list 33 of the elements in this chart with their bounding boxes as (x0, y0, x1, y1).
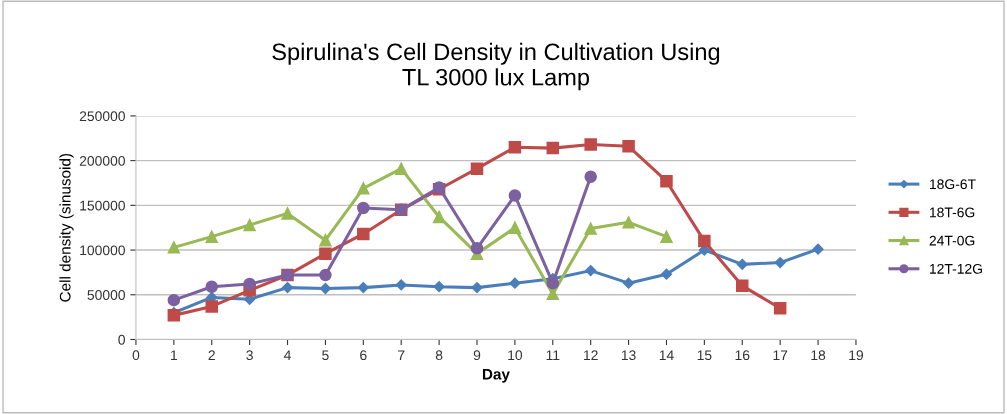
legend-label: 24T-0G (929, 235, 975, 246)
x-tick-label: 10 (508, 350, 523, 361)
legend-label: 18G-6T (930, 179, 976, 190)
x-axis-title: Day (482, 368, 510, 383)
x-tick-label: 17 (773, 350, 788, 360)
x-tick-label: 6 (360, 350, 367, 361)
x-tick-label: 12 (584, 350, 598, 360)
legend-label: 18T-6G (930, 207, 975, 218)
y-tick-label: 50000 (87, 290, 125, 300)
x-tick-label: 16 (735, 350, 750, 361)
x-tick-label: 1 (171, 350, 178, 360)
y-tick-label: 100000 (80, 245, 125, 256)
y-tick-label: 150000 (80, 200, 125, 211)
x-tick-label: 9 (473, 350, 481, 361)
x-tick-label: 14 (659, 350, 674, 360)
x-tick-label: 4 (283, 350, 291, 360)
x-tick-label: 7 (398, 350, 405, 360)
x-tick-label: 0 (132, 350, 140, 361)
x-tick-label: 5 (322, 350, 329, 361)
y-axis-title: Cell density (sinusoid) (59, 153, 74, 302)
x-tick-label: 11 (546, 350, 560, 360)
x-tick-label: 19 (849, 350, 864, 361)
chart-title: Spirulina's Cell Density in Cultivation Using TL 3000 lux Lamp (272, 42, 720, 91)
x-tick-label: 3 (246, 350, 253, 361)
y-tick-label: 250000 (79, 111, 125, 122)
y-tick-label: 200000 (79, 155, 125, 166)
x-tick-label: 18 (811, 350, 826, 361)
x-tick-label: 2 (208, 350, 215, 360)
x-tick-label: 13 (621, 350, 636, 361)
y-tick-label: 0 (118, 334, 125, 345)
x-tick-label: 8 (435, 350, 443, 361)
x-tick-label: 15 (697, 350, 712, 361)
legend-label: 12T-12G (930, 263, 982, 274)
